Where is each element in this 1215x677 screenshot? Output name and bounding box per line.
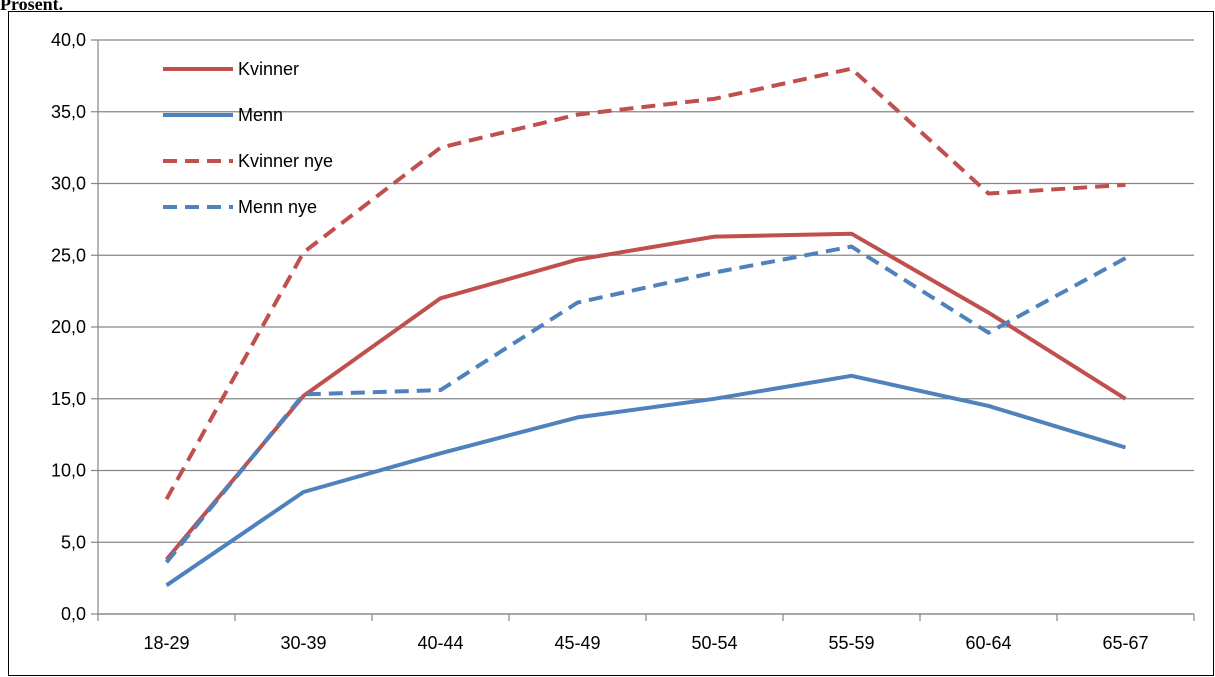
y-tick-label: 25,0 [51,245,86,265]
axes: 0,0 5,0 10,0 15,0 20,0 25,0 30,0 35,0 40,0 18-29 3… [51,30,1195,653]
series-line-menn-nye [164,244,1127,564]
series-line-kvinner-nye [164,66,1126,501]
y-tick-label: 30,0 [51,174,86,194]
y-tick-label: 10,0 [51,461,86,481]
series-lines [164,66,1127,587]
gridlines [98,39,1194,615]
x-tick-label: 40-44 [417,633,463,653]
x-tick-label: 50-54 [691,633,737,653]
legend-label: Menn [238,105,283,125]
y-tick-label: 35,0 [51,102,86,122]
legend: Kvinner Menn Kvinner nye Menn nye [163,59,333,217]
y-tick-label: 20,0 [51,317,86,337]
x-tick-label: 60-64 [965,633,1011,653]
legend-label: Menn nye [238,197,317,217]
y-tick-label: 15,0 [51,389,86,409]
series-line-kvinner [164,231,1127,561]
legend-label: Kvinner nye [238,151,333,171]
x-tick-label: 30-39 [280,633,326,653]
legend-label: Kvinner [238,59,299,79]
chart-frame [8,11,1214,676]
y-tick-label: 40,0 [51,30,86,50]
x-tick-label: 45-49 [554,633,600,653]
y-tick-label: 5,0 [61,532,86,552]
y-unit-label: Prosent. [0,0,64,14]
y-tick-label: 0,0 [61,604,86,624]
series-line-menn [165,373,1127,587]
x-tick-label: 18-29 [143,633,189,653]
x-tick-label: 65-67 [1102,633,1148,653]
x-tick-label: 55-59 [828,633,874,653]
